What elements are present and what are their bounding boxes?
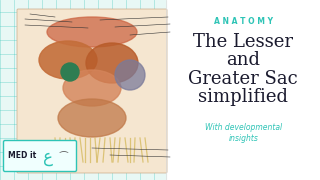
Circle shape (115, 60, 145, 90)
Text: ⁀: ⁀ (59, 153, 67, 163)
FancyBboxPatch shape (4, 141, 76, 172)
Ellipse shape (86, 43, 138, 83)
Bar (0, 0, 166, 180)
Ellipse shape (47, 17, 137, 47)
Text: A N A T O M Y: A N A T O M Y (214, 17, 273, 26)
Ellipse shape (39, 41, 97, 79)
Text: and: and (226, 51, 260, 69)
Ellipse shape (58, 99, 126, 137)
Text: ع: ع (43, 148, 53, 166)
Text: MED it: MED it (8, 152, 36, 161)
Text: Greater Sac: Greater Sac (188, 70, 298, 88)
Text: With developmental
insights: With developmental insights (204, 123, 282, 143)
FancyBboxPatch shape (17, 9, 167, 173)
Ellipse shape (63, 70, 121, 106)
Text: simplified: simplified (198, 88, 288, 106)
Circle shape (61, 63, 79, 81)
Text: The Lesser: The Lesser (193, 33, 293, 51)
